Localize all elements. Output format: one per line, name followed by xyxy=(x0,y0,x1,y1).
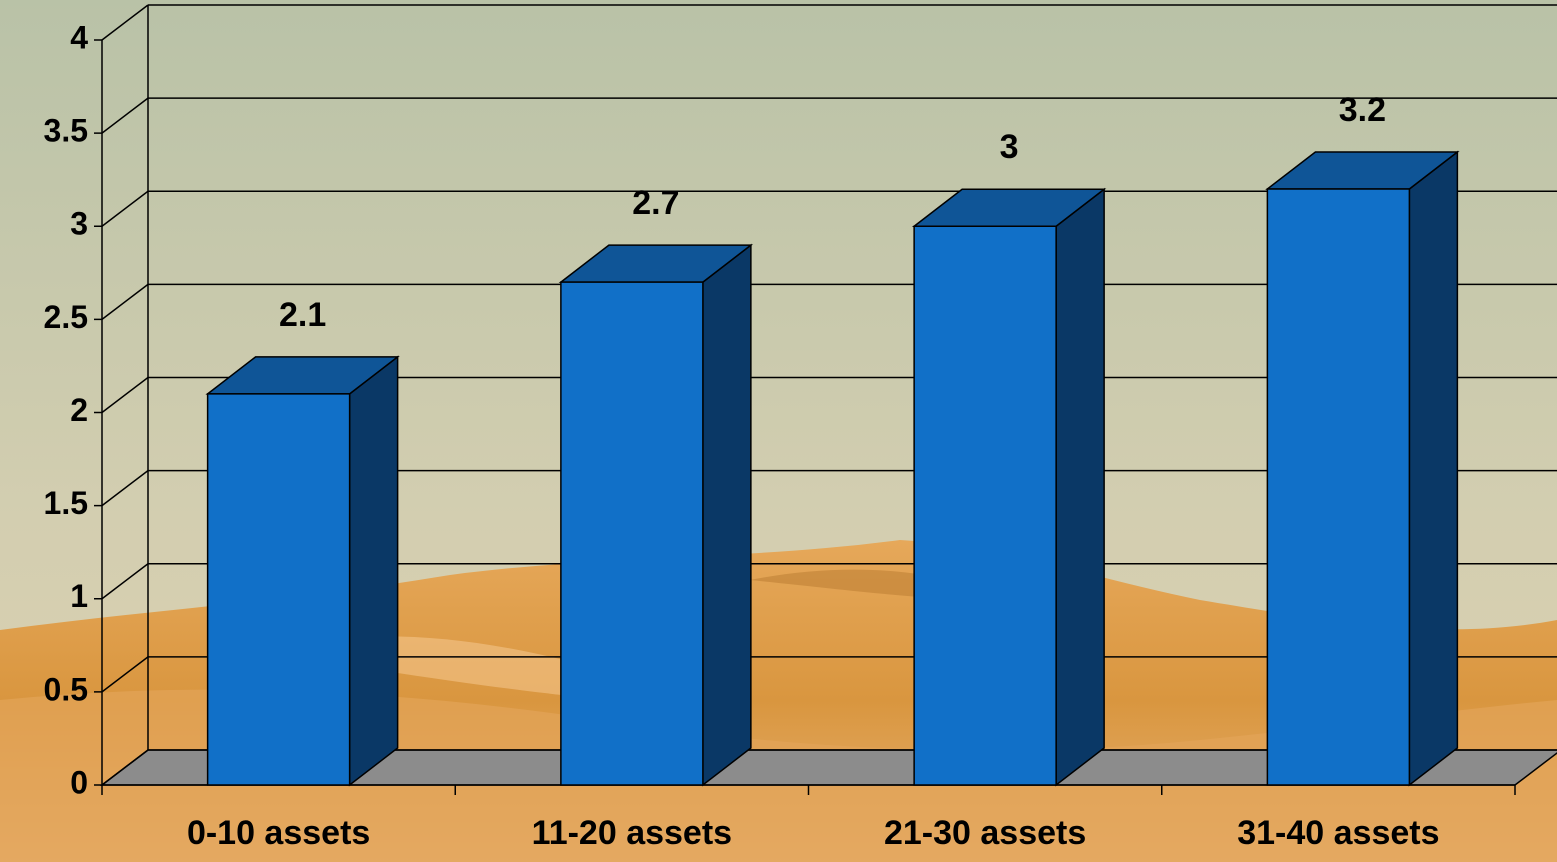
value-label: 3 xyxy=(1000,128,1019,166)
bar xyxy=(1267,189,1409,785)
value-label: 2.1 xyxy=(279,296,326,334)
y-tick-label: 3 xyxy=(70,206,88,242)
y-tick-label: 4 xyxy=(70,19,88,55)
x-tick-label: 0-10 assets xyxy=(187,814,370,852)
y-tick-label: 0.5 xyxy=(44,671,88,707)
value-label: 2.7 xyxy=(632,184,679,222)
y-tick-label: 0 xyxy=(70,764,88,800)
bar-side xyxy=(703,245,751,785)
bar-side xyxy=(1056,189,1104,785)
y-tick-label: 1 xyxy=(70,578,88,614)
x-tick-label: 21-30 assets xyxy=(884,814,1086,852)
bar xyxy=(208,394,350,785)
bar-side xyxy=(350,357,398,785)
y-tick-label: 3.5 xyxy=(44,113,88,149)
x-tick-label: 31-40 assets xyxy=(1237,814,1439,852)
bar-side xyxy=(1409,152,1457,785)
bar xyxy=(914,226,1056,785)
x-tick-label: 11-20 assets xyxy=(532,814,732,852)
y-tick-label: 2 xyxy=(70,392,88,428)
y-tick-label: 2.5 xyxy=(44,299,88,335)
bar xyxy=(561,282,703,785)
y-tick-label: 1.5 xyxy=(44,485,88,521)
chart: 0 0.5 1 1.5 2 2.5 3 3.5 4 0-10 assets 2.1 11-20 ass… xyxy=(0,0,1557,862)
value-label: 3.2 xyxy=(1339,91,1386,129)
